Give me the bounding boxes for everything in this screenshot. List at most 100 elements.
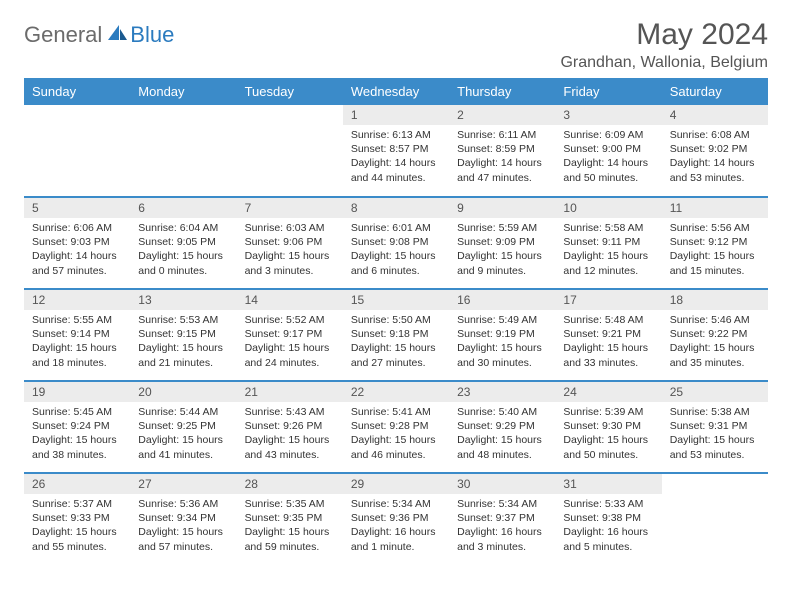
sunrise-time: 6:13 AM bbox=[392, 129, 431, 141]
sunrise-time: 5:58 AM bbox=[605, 222, 644, 234]
sunset-time: 9:14 PM bbox=[71, 328, 110, 340]
daylight-duration: 16 hours and 3 minutes. bbox=[457, 526, 542, 552]
day-details: Sunrise: 6:06 AMSunset: 9:03 PMDaylight:… bbox=[24, 218, 130, 284]
sunset-time: 9:02 PM bbox=[708, 143, 747, 155]
daylight-duration: 14 hours and 50 minutes. bbox=[563, 157, 648, 183]
day-number bbox=[24, 105, 130, 125]
daylight-duration: 15 hours and 57 minutes. bbox=[138, 526, 223, 552]
day-number bbox=[130, 105, 236, 125]
day-number: 16 bbox=[449, 290, 555, 310]
weekday-header: Monday bbox=[130, 78, 236, 105]
day-number: 28 bbox=[237, 474, 343, 494]
daylight-duration: 15 hours and 9 minutes. bbox=[457, 250, 542, 276]
day-details: Sunrise: 5:59 AMSunset: 9:09 PMDaylight:… bbox=[449, 218, 555, 284]
weekday-header: Tuesday bbox=[237, 78, 343, 105]
day-details: Sunrise: 5:52 AMSunset: 9:17 PMDaylight:… bbox=[237, 310, 343, 376]
day-details: Sunrise: 6:09 AMSunset: 9:00 PMDaylight:… bbox=[555, 125, 661, 191]
day-number: 15 bbox=[343, 290, 449, 310]
day-number: 13 bbox=[130, 290, 236, 310]
calendar-cell: 1Sunrise: 6:13 AMSunset: 8:57 PMDaylight… bbox=[343, 105, 449, 197]
sunrise-time: 5:34 AM bbox=[392, 498, 431, 510]
day-number: 18 bbox=[662, 290, 768, 310]
day-details: Sunrise: 5:55 AMSunset: 9:14 PMDaylight:… bbox=[24, 310, 130, 376]
calendar-cell: 17Sunrise: 5:48 AMSunset: 9:21 PMDayligh… bbox=[555, 289, 661, 381]
day-number: 25 bbox=[662, 382, 768, 402]
day-details: Sunrise: 5:48 AMSunset: 9:21 PMDaylight:… bbox=[555, 310, 661, 376]
sunrise-time: 5:41 AM bbox=[392, 406, 431, 418]
day-number: 17 bbox=[555, 290, 661, 310]
sunrise-time: 5:48 AM bbox=[605, 314, 644, 326]
sunset-time: 9:25 PM bbox=[177, 420, 216, 432]
sunset-time: 9:38 PM bbox=[602, 512, 641, 524]
sunrise-time: 6:09 AM bbox=[605, 129, 644, 141]
calendar-cell: 11Sunrise: 5:56 AMSunset: 9:12 PMDayligh… bbox=[662, 197, 768, 289]
calendar-week: 5Sunrise: 6:06 AMSunset: 9:03 PMDaylight… bbox=[24, 197, 768, 289]
day-number: 10 bbox=[555, 198, 661, 218]
day-details: Sunrise: 5:58 AMSunset: 9:11 PMDaylight:… bbox=[555, 218, 661, 284]
calendar-cell: 22Sunrise: 5:41 AMSunset: 9:28 PMDayligh… bbox=[343, 381, 449, 473]
sunset-time: 9:35 PM bbox=[283, 512, 322, 524]
daylight-duration: 15 hours and 27 minutes. bbox=[351, 342, 436, 368]
sunset-time: 9:17 PM bbox=[283, 328, 322, 340]
daylight-duration: 15 hours and 48 minutes. bbox=[457, 434, 542, 460]
day-details: Sunrise: 5:33 AMSunset: 9:38 PMDaylight:… bbox=[555, 494, 661, 560]
sunrise-time: 5:45 AM bbox=[73, 406, 112, 418]
daylight-duration: 15 hours and 41 minutes. bbox=[138, 434, 223, 460]
sunset-time: 9:24 PM bbox=[71, 420, 110, 432]
daylight-duration: 15 hours and 18 minutes. bbox=[32, 342, 117, 368]
month-title: May 2024 bbox=[560, 18, 768, 52]
day-details: Sunrise: 6:13 AMSunset: 8:57 PMDaylight:… bbox=[343, 125, 449, 191]
sunset-time: 9:31 PM bbox=[708, 420, 747, 432]
sunset-time: 9:09 PM bbox=[496, 236, 535, 248]
sunset-time: 8:57 PM bbox=[389, 143, 428, 155]
sunrise-time: 5:39 AM bbox=[605, 406, 644, 418]
day-details: Sunrise: 6:01 AMSunset: 9:08 PMDaylight:… bbox=[343, 218, 449, 284]
calendar-cell: 21Sunrise: 5:43 AMSunset: 9:26 PMDayligh… bbox=[237, 381, 343, 473]
calendar-table: SundayMondayTuesdayWednesdayThursdayFrid… bbox=[24, 78, 768, 565]
sunrise-time: 5:59 AM bbox=[499, 222, 538, 234]
sunrise-time: 6:11 AM bbox=[499, 129, 537, 141]
day-details: Sunrise: 5:36 AMSunset: 9:34 PMDaylight:… bbox=[130, 494, 236, 560]
day-details: Sunrise: 5:39 AMSunset: 9:30 PMDaylight:… bbox=[555, 402, 661, 468]
logo-text-blue: Blue bbox=[130, 22, 174, 48]
header: General Blue May 2024 Grandhan, Wallonia… bbox=[24, 18, 768, 72]
day-details: Sunrise: 6:11 AMSunset: 8:59 PMDaylight:… bbox=[449, 125, 555, 191]
sunrise-time: 5:43 AM bbox=[286, 406, 325, 418]
sunrise-time: 5:34 AM bbox=[499, 498, 538, 510]
day-number bbox=[237, 105, 343, 125]
sunrise-time: 6:03 AM bbox=[286, 222, 325, 234]
calendar-cell: 2Sunrise: 6:11 AMSunset: 8:59 PMDaylight… bbox=[449, 105, 555, 197]
calendar-cell: 20Sunrise: 5:44 AMSunset: 9:25 PMDayligh… bbox=[130, 381, 236, 473]
daylight-duration: 15 hours and 55 minutes. bbox=[32, 526, 117, 552]
sunrise-time: 6:01 AM bbox=[392, 222, 431, 234]
day-number: 27 bbox=[130, 474, 236, 494]
calendar-cell bbox=[237, 105, 343, 197]
day-details: Sunrise: 5:56 AMSunset: 9:12 PMDaylight:… bbox=[662, 218, 768, 284]
sunrise-time: 5:36 AM bbox=[180, 498, 219, 510]
calendar-cell bbox=[130, 105, 236, 197]
daylight-duration: 15 hours and 6 minutes. bbox=[351, 250, 436, 276]
day-details: Sunrise: 5:35 AMSunset: 9:35 PMDaylight:… bbox=[237, 494, 343, 560]
weekday-header: Thursday bbox=[449, 78, 555, 105]
sunset-time: 9:05 PM bbox=[177, 236, 216, 248]
sunset-time: 9:22 PM bbox=[708, 328, 747, 340]
day-number: 7 bbox=[237, 198, 343, 218]
sunset-time: 9:18 PM bbox=[389, 328, 428, 340]
daylight-duration: 16 hours and 5 minutes. bbox=[563, 526, 648, 552]
day-details: Sunrise: 5:49 AMSunset: 9:19 PMDaylight:… bbox=[449, 310, 555, 376]
day-details: Sunrise: 5:50 AMSunset: 9:18 PMDaylight:… bbox=[343, 310, 449, 376]
calendar-cell: 10Sunrise: 5:58 AMSunset: 9:11 PMDayligh… bbox=[555, 197, 661, 289]
daylight-duration: 15 hours and 38 minutes. bbox=[32, 434, 117, 460]
day-details: Sunrise: 5:46 AMSunset: 9:22 PMDaylight:… bbox=[662, 310, 768, 376]
sunrise-time: 5:40 AM bbox=[499, 406, 538, 418]
calendar-week: 26Sunrise: 5:37 AMSunset: 9:33 PMDayligh… bbox=[24, 473, 768, 565]
daylight-duration: 15 hours and 12 minutes. bbox=[563, 250, 648, 276]
day-details: Sunrise: 5:34 AMSunset: 9:37 PMDaylight:… bbox=[449, 494, 555, 560]
daylight-duration: 15 hours and 3 minutes. bbox=[245, 250, 330, 276]
daylight-duration: 15 hours and 46 minutes. bbox=[351, 434, 436, 460]
calendar-cell: 7Sunrise: 6:03 AMSunset: 9:06 PMDaylight… bbox=[237, 197, 343, 289]
day-number: 5 bbox=[24, 198, 130, 218]
day-number: 12 bbox=[24, 290, 130, 310]
calendar-cell: 15Sunrise: 5:50 AMSunset: 9:18 PMDayligh… bbox=[343, 289, 449, 381]
day-number: 1 bbox=[343, 105, 449, 125]
